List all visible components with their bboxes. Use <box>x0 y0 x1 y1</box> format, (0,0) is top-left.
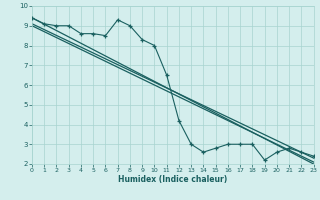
X-axis label: Humidex (Indice chaleur): Humidex (Indice chaleur) <box>118 175 228 184</box>
